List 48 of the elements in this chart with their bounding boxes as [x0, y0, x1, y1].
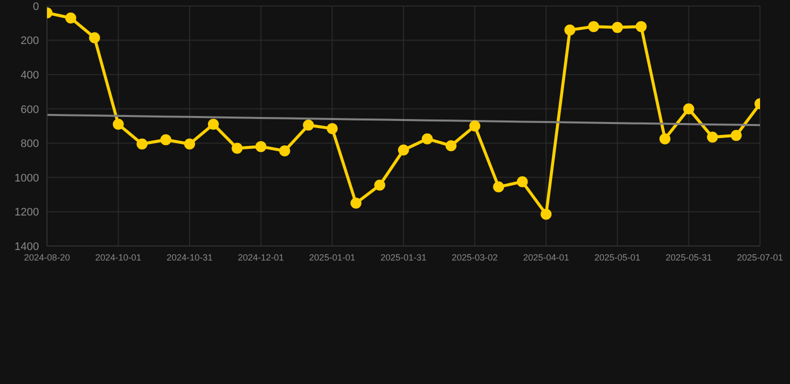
x-tick-label: 2024-10-31	[166, 252, 213, 262]
x-tick-label: 2025-05-01	[594, 252, 640, 262]
point	[516, 176, 528, 188]
point	[659, 133, 670, 144]
y-tick-label: 1000	[14, 172, 39, 184]
point	[89, 32, 100, 44]
x-tick-label: 2025-07-01	[736, 252, 784, 262]
point	[184, 138, 196, 150]
point	[588, 21, 600, 32]
point	[422, 133, 433, 144]
point	[398, 144, 409, 156]
x-tick-label: 2024-10-01	[95, 252, 142, 262]
y-tick-label: 200	[20, 35, 39, 48]
x-tick-label: 2025-03-02	[452, 252, 498, 262]
point	[683, 103, 694, 114]
point	[279, 145, 290, 156]
point	[493, 181, 504, 192]
point	[636, 21, 647, 32]
point	[302, 120, 314, 131]
point	[136, 138, 148, 150]
x-tick-label: 2025-04-01	[523, 252, 570, 262]
point	[350, 198, 362, 209]
point	[112, 118, 124, 130]
point	[446, 140, 457, 152]
point	[374, 180, 386, 191]
x-tick-label: 2025-01-01	[309, 252, 356, 262]
point	[255, 141, 266, 152]
y-tick-label: 1400	[14, 240, 39, 253]
point	[232, 142, 243, 154]
x-tick-label: 2025-01-31	[380, 252, 427, 262]
y-tick-label: 400	[20, 69, 39, 82]
point	[612, 22, 623, 33]
y-tick-label: 600	[20, 104, 39, 116]
y-tick-label: 800	[20, 138, 39, 150]
x-tick-label: 2024-08-20	[24, 252, 70, 262]
point	[706, 132, 718, 143]
point	[730, 130, 742, 141]
point	[160, 134, 172, 146]
point	[208, 118, 219, 130]
y-tick-label: 1200	[14, 206, 39, 219]
x-tick-label: 2024-12-01	[238, 252, 284, 262]
x-tick-label: 2025-05-31	[666, 252, 712, 262]
point	[540, 208, 552, 220]
point	[65, 12, 76, 24]
point	[564, 24, 576, 36]
point	[326, 123, 338, 134]
point	[469, 120, 480, 132]
y-tick-label: 0	[32, 0, 39, 13]
